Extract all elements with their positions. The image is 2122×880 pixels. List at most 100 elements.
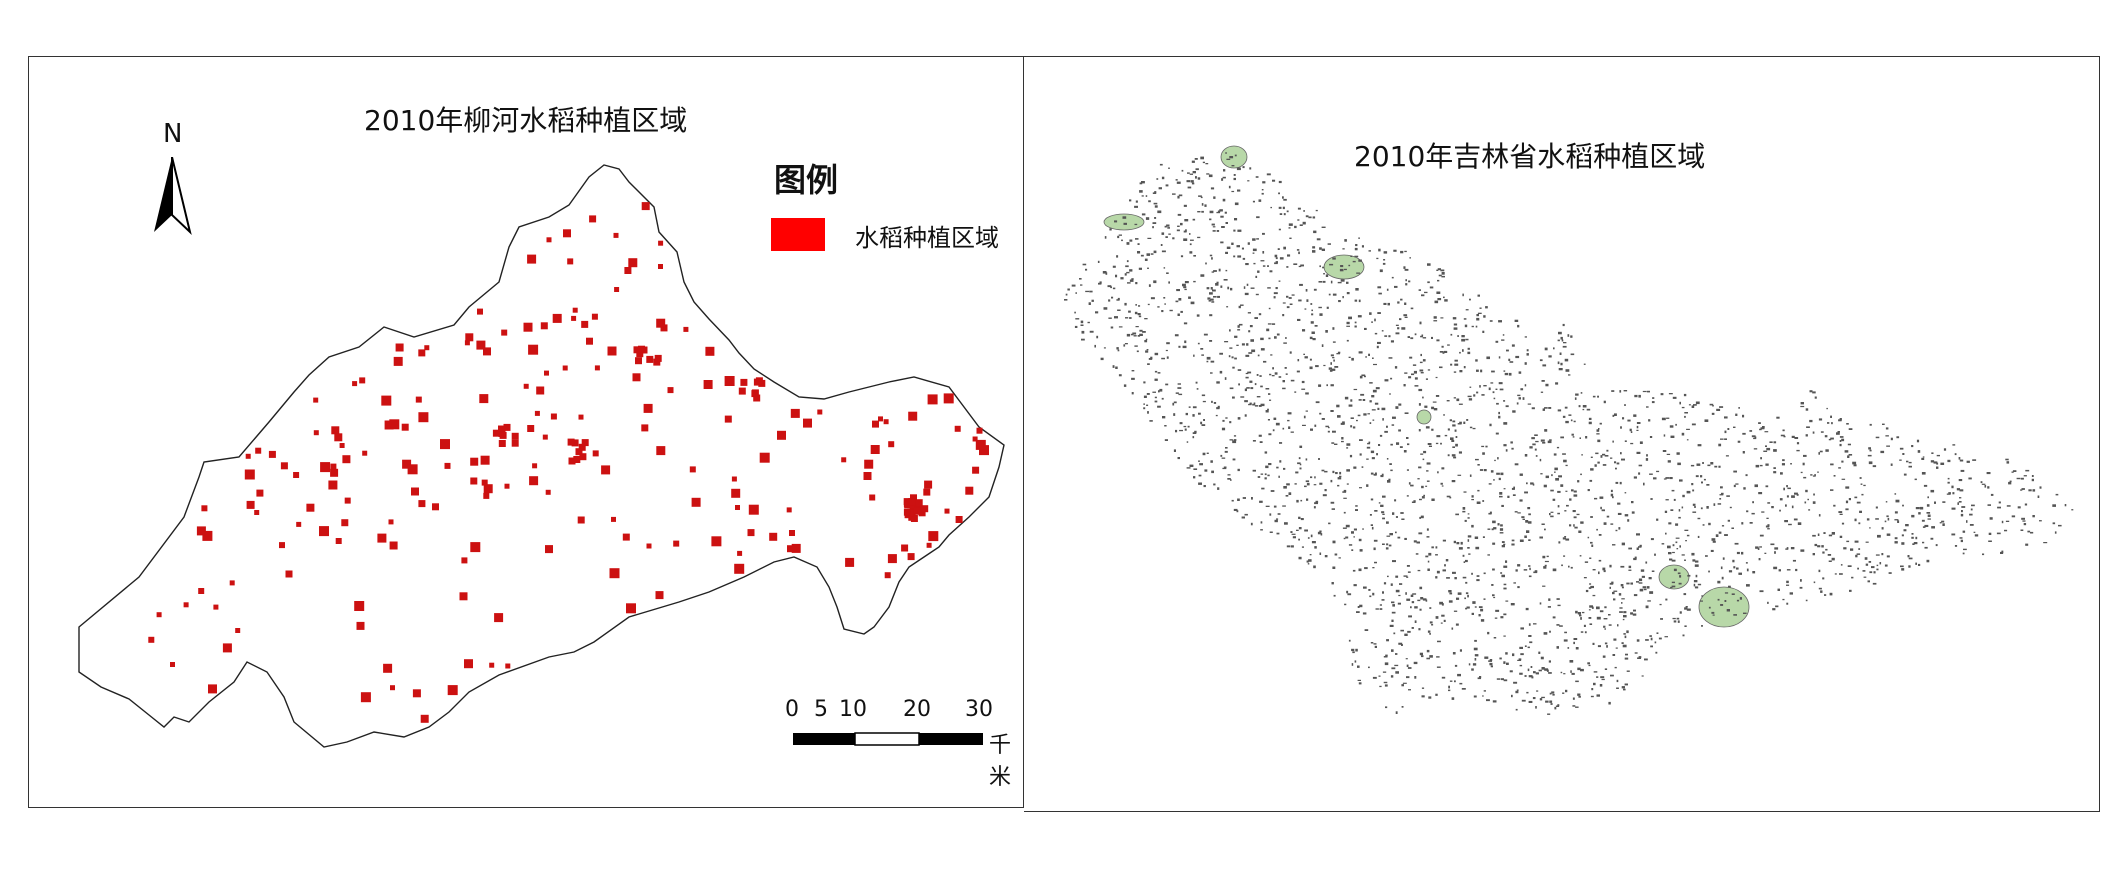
rice-patch: [360, 692, 371, 703]
rice-patch: [735, 505, 740, 510]
rice-patch: [864, 459, 874, 469]
rice-patch: [673, 540, 680, 547]
rice-patch: [759, 452, 770, 463]
rice-patch: [748, 504, 759, 515]
rice-patch: [244, 469, 255, 480]
rice-patch: [313, 397, 319, 403]
rice-patch: [628, 258, 638, 268]
rice-patch: [540, 322, 548, 330]
rice-patch: [444, 462, 451, 469]
rice-patch: [354, 601, 365, 611]
rice-patch: [401, 423, 409, 431]
rice-patch: [817, 409, 823, 415]
rice-patch: [420, 714, 429, 723]
rice-patch: [601, 465, 611, 475]
rice-patch: [229, 580, 235, 586]
rice-patch: [955, 516, 963, 523]
rice-patch: [319, 526, 329, 537]
scale-tick: 10: [839, 697, 867, 722]
rice-patch: [494, 613, 504, 623]
rice-patch: [633, 346, 641, 354]
rice-patch: [786, 507, 792, 513]
rice-patch: [390, 685, 395, 691]
rice-patch: [635, 357, 642, 365]
rice-patch: [545, 545, 553, 554]
rice-patch: [489, 662, 495, 668]
rice-patch: [613, 232, 619, 238]
rice-patch: [646, 355, 654, 363]
rice-patch: [213, 604, 219, 610]
rice-patch: [643, 403, 653, 413]
rice-patch: [594, 365, 600, 371]
rice-patch: [903, 508, 911, 516]
rice-patch: [883, 419, 889, 425]
rice-patch: [148, 636, 155, 643]
north-arrow-icon: [154, 157, 192, 236]
rice-patch: [330, 463, 337, 470]
rice-patch: [268, 450, 276, 458]
jilin-map-panel: 2010年吉林省水稻种植区域: [1024, 56, 2100, 812]
rice-patch: [979, 445, 989, 456]
rice-patch: [731, 488, 741, 498]
rice-patch: [528, 344, 539, 355]
rice-patch: [536, 386, 545, 395]
rice-patch: [614, 287, 620, 292]
rice-patch: [567, 438, 575, 446]
rice-patch: [734, 563, 745, 574]
rice-patch: [641, 202, 650, 211]
scale-tick: 20: [903, 697, 931, 722]
rice-patch: [638, 345, 645, 353]
rice-patch: [440, 439, 450, 450]
rice-patch: [293, 472, 300, 478]
rice-patch: [740, 378, 748, 386]
rice-patch: [562, 365, 568, 371]
rice-patch: [402, 459, 412, 469]
rice-patch: [654, 354, 662, 362]
rice-patch: [483, 347, 491, 356]
rice-patch: [975, 439, 986, 450]
rice-patch: [461, 557, 468, 564]
rice-patch: [751, 390, 759, 398]
liuhe-boundary: [78, 164, 1005, 748]
rice-patch: [927, 394, 938, 405]
rice-patch: [383, 663, 393, 673]
rice-patch: [552, 313, 562, 323]
rice-patch: [591, 313, 598, 320]
north-label: N: [163, 119, 183, 149]
rice-patch: [924, 480, 933, 489]
rice-patch: [503, 423, 511, 431]
rice-patch: [465, 333, 474, 342]
rice-patch: [501, 329, 508, 336]
scale-unit: 千米: [989, 733, 1012, 790]
rice-patch: [660, 324, 668, 332]
rice-patch: [198, 588, 205, 594]
rice-patch: [972, 436, 978, 442]
rice-highlight-zone: [1103, 213, 1145, 231]
rice-patch: [335, 538, 342, 544]
rice-patch: [511, 432, 519, 440]
rice-patch: [658, 240, 664, 246]
rice-patch: [656, 318, 666, 328]
rice-patch: [170, 662, 175, 667]
rice-patch: [910, 494, 917, 502]
rice-patch: [415, 396, 422, 403]
rice-patch: [965, 486, 974, 495]
rice-patch: [691, 497, 701, 507]
rice-patch: [412, 689, 421, 698]
rice-highlight-zone: [1698, 586, 1750, 628]
rice-patch: [577, 516, 585, 524]
rice-patch: [573, 456, 581, 463]
rice-patch: [544, 370, 549, 376]
rice-patch: [255, 447, 262, 454]
rice-patch: [418, 349, 426, 357]
rice-patch: [395, 343, 404, 352]
rice-patch: [459, 592, 468, 601]
rice-patch: [201, 505, 208, 512]
rice-patch: [328, 480, 338, 490]
rice-patch: [183, 602, 189, 608]
rice-patch: [586, 337, 593, 345]
rice-patch: [389, 419, 400, 430]
rice-patch: [845, 557, 855, 567]
rice-patch: [579, 453, 587, 461]
rice-patch: [498, 440, 506, 447]
